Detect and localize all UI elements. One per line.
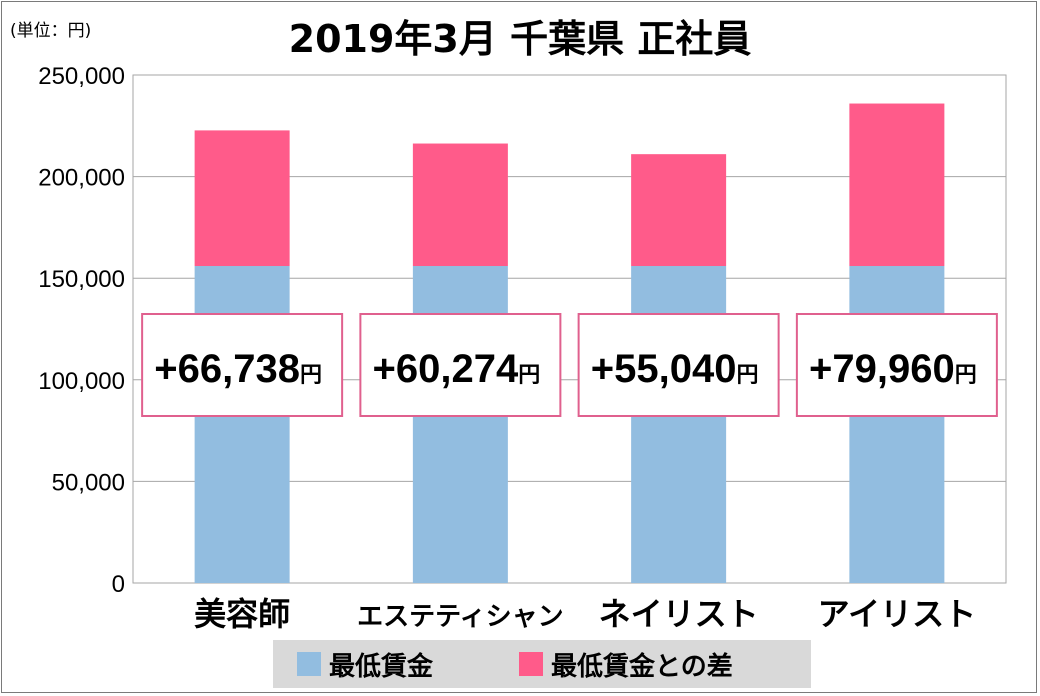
bar-difference [194,130,290,267]
bar-difference [631,154,727,267]
y-tick-label: 250,000 [38,63,125,90]
legend-swatch-difference [519,652,543,676]
difference-annotation: +55,040円 [591,347,759,391]
chart-title: 2019年3月 千葉県 正社員 [288,17,752,61]
plot-area [132,74,1007,584]
legend-label-min-wage: 最低賃金 [329,651,434,682]
bar-difference [412,143,508,267]
legend-item-difference: 最低賃金との差 [519,650,733,682]
x-category-label: 美容師 [194,595,290,633]
legend-swatch-min-wage [297,652,321,676]
y-tick-label: 50,000 [52,469,125,496]
legend-item-min-wage: 最低賃金 [297,650,433,682]
legend: 最低賃金 最低賃金との差 [273,640,811,688]
difference-annotation-box [795,313,998,417]
difference-annotation-box [141,313,344,417]
difference-annotation: +60,274円 [373,347,541,391]
difference-annotation-box [577,313,780,417]
difference-annotation: +79,960円 [809,347,977,391]
x-category-label: アイリスト [818,595,976,633]
x-category-label: ネイリスト [599,595,759,633]
bar-chart: 0 50,000 100,000 150,000 200,000 250,000 美容師 +6… [38,63,1007,633]
difference-annotation: +66,738円 [154,347,322,391]
legend-label-difference: 最低賃金との差 [551,651,733,682]
difference-annotation-box [359,313,562,417]
y-tick-label: 100,000 [38,368,125,395]
y-tick-label: 150,000 [38,266,125,293]
unit-label: (単位：円) [10,21,92,41]
bar-difference [849,103,945,267]
y-tick-label: 0 [112,571,125,598]
y-tick-label: 200,000 [38,165,125,192]
x-category-label: エステティシャン [357,602,563,632]
